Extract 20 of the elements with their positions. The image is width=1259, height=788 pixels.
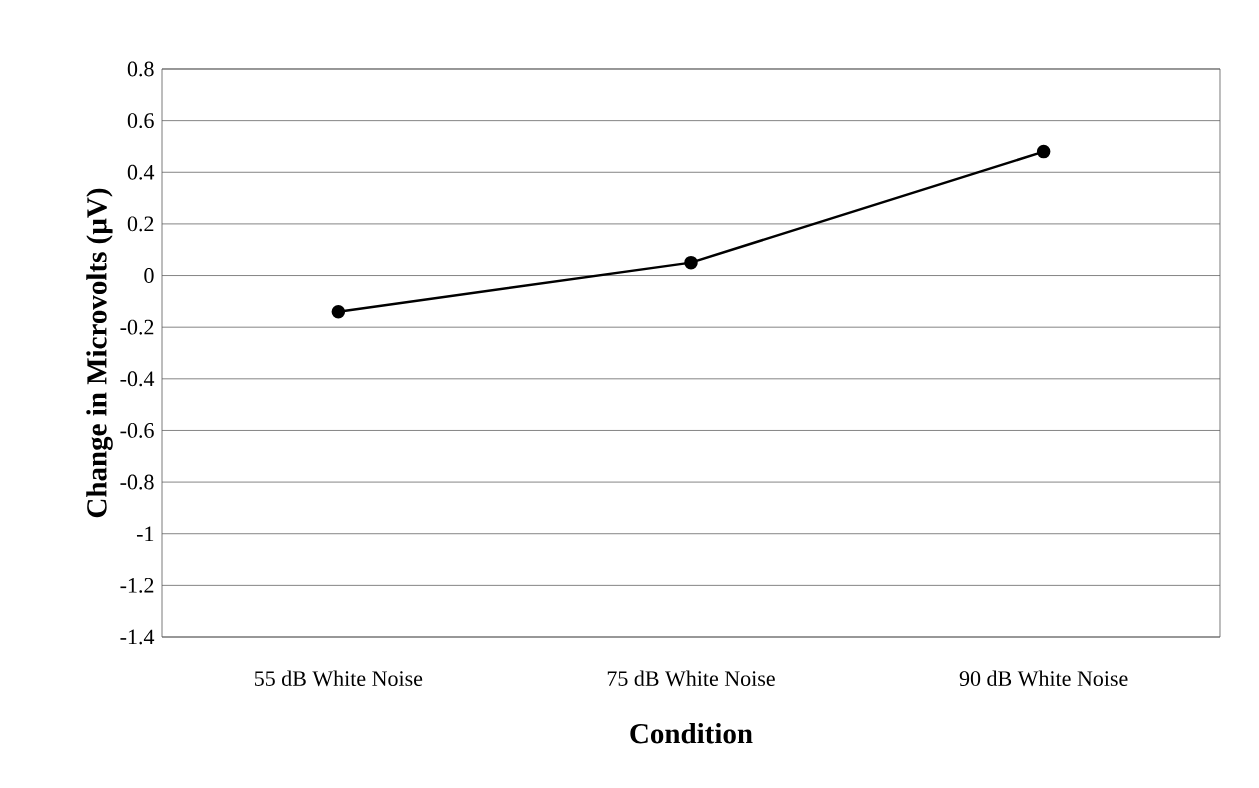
y-tick-label: 0.2	[127, 216, 154, 232]
y-tick-label: 0	[144, 268, 154, 283]
x-tick-label: 90 dB White Noise	[959, 670, 1128, 687]
point	[331, 304, 346, 319]
y-tick-label: -0.4	[120, 371, 155, 387]
y-tick-label: -0.6	[120, 422, 154, 438]
y-tick-label: 0.8	[127, 61, 154, 77]
x-tick-label: 75 dB White Noise	[607, 670, 775, 687]
y-tick-label: 0.6	[127, 113, 154, 129]
point	[1036, 144, 1051, 159]
y-tick-label: -1	[136, 526, 154, 541]
y-tick-label: -0.8	[120, 474, 154, 490]
y-tick-label: -0.2	[120, 319, 154, 335]
y-tick-label: -1.2	[120, 577, 154, 593]
y-tick-label: -1.4	[120, 629, 155, 645]
y-axis-title: Change in Microvolts (µV)	[86, 188, 113, 518]
y-tick-label: 0.4	[127, 164, 155, 180]
x-axis-title: Condition	[630, 723, 753, 744]
point	[684, 255, 698, 270]
x-tick-label: 55 dB White Noise	[254, 670, 423, 687]
